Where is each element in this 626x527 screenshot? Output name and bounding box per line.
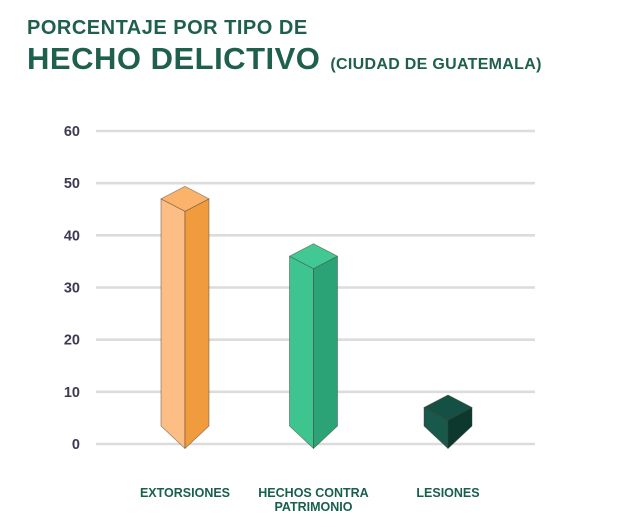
bar-right-face-extorsiones bbox=[184, 198, 210, 449]
bar-top-face-lesiones bbox=[423, 394, 473, 421]
chart-header: PORCENTAJE POR TIPO DE HECHO DELICTIVO (… bbox=[27, 16, 542, 76]
y-tick-label-20: 20 bbox=[64, 333, 80, 349]
category-label-hechos-contra-patrimonio: HECHOS CONTRA bbox=[258, 486, 368, 500]
y-tick-label-60: 60 bbox=[64, 124, 80, 140]
bar-left-face-extorsiones bbox=[160, 198, 186, 449]
chart-title-row: HECHO DELICTIVO (CIUDAD DE GUATEMALA) bbox=[27, 41, 542, 76]
y-tick-label-50: 50 bbox=[64, 176, 80, 192]
y-tick-label-40: 40 bbox=[64, 228, 80, 244]
chart-title-line2: HECHO DELICTIVO bbox=[27, 41, 321, 76]
y-tick-label-10: 10 bbox=[64, 385, 80, 401]
bar-left-face-hechos-contra-patrimonio bbox=[289, 255, 314, 449]
y-tick-label-30: 30 bbox=[64, 281, 80, 297]
chart-title-line1: PORCENTAJE POR TIPO DE bbox=[27, 17, 308, 39]
bar-top-face-extorsiones bbox=[160, 185, 210, 212]
bar-right-face-hechos-contra-patrimonio bbox=[313, 255, 338, 449]
category-label-hechos-contra-patrimonio-line2: PATRIMONIO bbox=[274, 500, 352, 514]
chart-subtitle: (CIUDAD DE GUATEMALA) bbox=[330, 56, 542, 73]
y-tick-label-0: 0 bbox=[72, 437, 80, 453]
category-label-extorsiones: EXTORSIONES bbox=[140, 486, 230, 500]
bar-top-face-hechos-contra-patrimonio bbox=[289, 243, 338, 270]
category-label-lesiones: LESIONES bbox=[416, 486, 479, 500]
